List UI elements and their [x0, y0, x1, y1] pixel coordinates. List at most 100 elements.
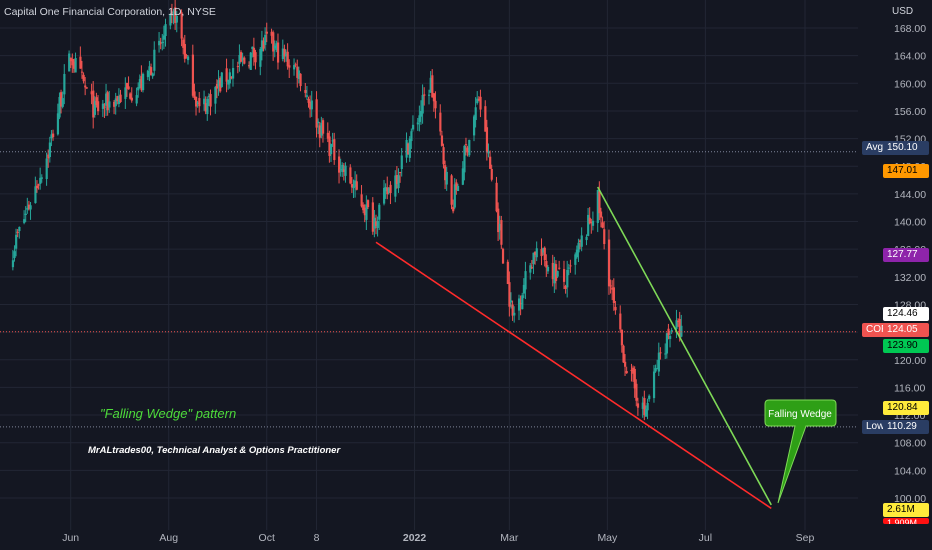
y-tick-label: 164.00: [894, 51, 926, 63]
candle-body: [352, 186, 355, 189]
candle-body: [195, 96, 198, 107]
last-price-tag: 124.05: [883, 323, 929, 337]
candle-body: [114, 98, 117, 107]
candle-body: [530, 267, 534, 269]
candle-body: [540, 249, 543, 257]
candle-body: [378, 204, 381, 220]
candle-body: [116, 96, 119, 102]
x-tick-label: May: [597, 532, 618, 544]
candle-body: [619, 313, 622, 330]
candle-body: [484, 106, 487, 132]
falling-wedge-callout[interactable]: Falling Wedge: [764, 399, 837, 504]
candle-body: [95, 97, 98, 105]
y-tick-label: 100.00: [894, 493, 926, 505]
author-annotation[interactable]: MrALtrades00, Technical Analyst & Option…: [88, 445, 341, 456]
candle-body: [453, 184, 456, 208]
volume-tag: 2.61M: [883, 503, 929, 517]
candle-body: [428, 94, 431, 96]
candle-body: [219, 77, 222, 92]
candle-body: [489, 156, 492, 169]
y-tick-label: 116.00: [894, 382, 925, 394]
candle-body: [262, 40, 265, 49]
candle-body: [669, 335, 672, 339]
candle-body: [587, 214, 590, 236]
candle-body: [159, 42, 162, 44]
candle-body: [105, 93, 108, 106]
candle-body: [309, 101, 312, 110]
candle-body: [625, 371, 628, 374]
candle-body: [394, 175, 397, 197]
chart-title: Capital One Financial Corporation, 1D, N…: [4, 6, 216, 18]
pattern-annotation[interactable]: "Falling Wedge" pattern: [100, 406, 237, 421]
candle-body: [142, 73, 145, 91]
candle-body: [214, 87, 217, 104]
candle-body: [432, 93, 436, 102]
candle-body: [591, 220, 595, 226]
candle-body: [175, 15, 178, 23]
candle-body: [556, 271, 559, 277]
candle-body: [517, 298, 521, 311]
candle-body: [418, 115, 421, 122]
candle-body: [283, 48, 286, 57]
candle-body: [455, 182, 458, 190]
candle-body: [485, 127, 489, 153]
candle-body: [429, 77, 432, 93]
candle-body: [474, 107, 477, 121]
candle-body: [281, 48, 284, 60]
candle-body: [506, 261, 509, 284]
candle-body: [251, 46, 254, 49]
y-tick-label: 120.00: [894, 355, 926, 367]
candle-body: [646, 402, 649, 411]
candle-body: [318, 125, 321, 138]
candle-body: [611, 287, 614, 290]
candle-body: [513, 312, 516, 316]
candle-body: [667, 328, 670, 336]
candle-body: [85, 87, 88, 89]
candle-body: [270, 31, 273, 36]
candle-body: [170, 12, 174, 14]
x-tick-label: Sep: [796, 532, 815, 544]
candle-body: [40, 177, 43, 179]
candle-body: [495, 182, 498, 212]
candle-body: [24, 213, 27, 216]
candle-body: [204, 103, 207, 112]
candle-body: [333, 139, 336, 161]
y-tick-label: 108.00: [894, 438, 926, 450]
candle-body: [103, 106, 106, 108]
candle-body: [620, 329, 624, 346]
candle-body: [272, 32, 275, 52]
candle-body: [659, 352, 662, 354]
candle-body: [27, 204, 31, 209]
candle-body: [84, 85, 87, 88]
candle-body: [198, 98, 201, 107]
callout-bubble: [764, 399, 837, 504]
candle-body: [164, 24, 167, 37]
candle-body: [440, 135, 444, 146]
candle-body: [389, 184, 392, 194]
candle-body: [664, 353, 667, 355]
candle-body: [61, 98, 64, 107]
candle-body: [476, 98, 479, 104]
candle-body: [119, 94, 122, 103]
grid: [0, 0, 858, 530]
cut-volume-tag: 1.909M: [883, 518, 929, 524]
candle-body: [603, 229, 606, 245]
candle-body: [305, 95, 309, 97]
candle-body: [680, 325, 683, 337]
candle-body: [643, 397, 646, 416]
low-value-tag: 110.29: [883, 420, 929, 434]
y-tick-label: 168.00: [894, 23, 926, 35]
candle-body: [445, 171, 448, 185]
candle-body: [546, 266, 550, 272]
candle-body: [35, 185, 39, 189]
candle-body: [399, 172, 402, 174]
callout-text: Falling Wedge: [768, 409, 832, 420]
candle-body: [151, 73, 154, 77]
candle-body: [360, 194, 363, 207]
candle-body: [264, 34, 267, 46]
candle-body: [423, 94, 426, 96]
candle-body: [542, 248, 545, 253]
candle-body: [285, 53, 288, 57]
